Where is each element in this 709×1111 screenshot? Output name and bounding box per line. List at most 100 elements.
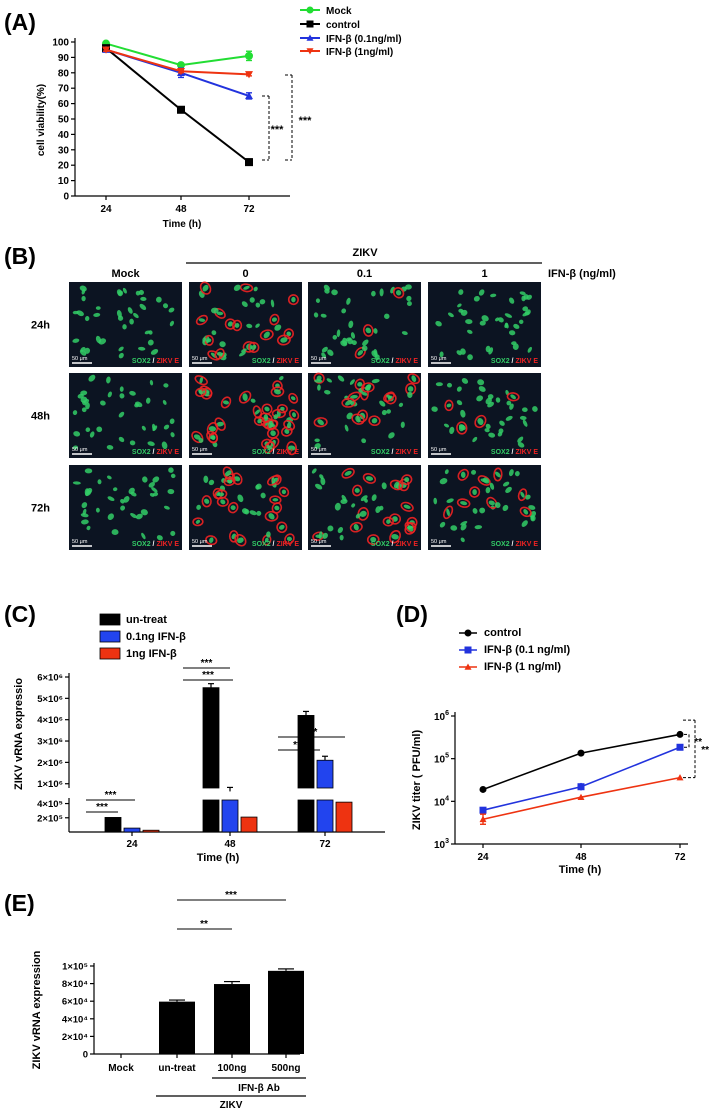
- sox2-nucleus: [268, 420, 273, 429]
- sig-label-e2: ***: [225, 890, 237, 901]
- scale-bar-label: 50 μm: [72, 539, 88, 545]
- sig-label-c: ***: [293, 740, 305, 751]
- panel-label-b: (B): [4, 243, 36, 269]
- sox2-nucleus: [100, 400, 106, 406]
- sox2-nucleus: [95, 507, 100, 513]
- zikv-stained-cell: [269, 313, 280, 326]
- zikv-stained-cell: [223, 476, 236, 487]
- scale-bar-label: 50 μm: [431, 447, 447, 453]
- sox2-nucleus: [506, 400, 512, 406]
- marker-label: SOX2 / ZIKV E: [491, 449, 538, 456]
- zikv-stained-cell: [194, 375, 208, 386]
- zikv-stained-cell: [264, 510, 279, 522]
- marker-sox2: SOX2: [371, 541, 390, 548]
- sox2-nucleus: [495, 317, 500, 322]
- sox2-nucleus: [411, 375, 417, 382]
- row-label: 48h: [31, 411, 50, 423]
- legend-label-ifn-1: 1ng IFN-β: [126, 648, 177, 660]
- sox2-nucleus: [89, 431, 95, 438]
- sox2-nucleus: [256, 510, 262, 516]
- marker-sox2: SOX2: [252, 541, 271, 548]
- y-tick-label-a: 0: [63, 192, 69, 203]
- sox2-nucleus: [280, 337, 288, 343]
- sox2-nucleus: [86, 487, 93, 495]
- zikv-stained-cell: [286, 440, 298, 456]
- sox2-nucleus: [488, 500, 495, 506]
- scale-bar-label: 50 μm: [431, 539, 447, 545]
- sox2-nucleus: [505, 486, 512, 494]
- sox2-nucleus: [477, 379, 485, 386]
- sox2-nucleus: [521, 295, 526, 302]
- sox2-nucleus: [393, 481, 400, 489]
- sox2-nucleus: [113, 487, 118, 492]
- micrograph-tile: 50 μm SOX2 / ZIKV E: [69, 465, 182, 550]
- sox2-nucleus: [268, 513, 275, 520]
- sox2-nucleus: [241, 348, 247, 353]
- sox2-nucleus: [130, 512, 137, 519]
- sox2-nucleus: [435, 320, 442, 327]
- sox2-nucleus: [321, 346, 328, 353]
- sox2-nucleus: [129, 390, 136, 396]
- series-line-ifn-1: [105, 48, 250, 76]
- sox2-nucleus: [479, 320, 486, 326]
- sox2-nucleus: [211, 435, 216, 441]
- y-tick-label-a: 80: [58, 68, 70, 79]
- sox2-nucleus: [485, 423, 491, 429]
- sox2-nucleus: [318, 531, 323, 540]
- sox2-nucleus: [274, 324, 282, 331]
- y-tick-base-d: 10: [434, 712, 446, 723]
- marker-label: SOX2 / ZIKV E: [371, 358, 418, 365]
- legend-label-ifn-1: IFN-β (1ng/ml): [326, 47, 393, 58]
- sox2-nucleus: [321, 352, 327, 359]
- marker-label: SOX2 / ZIKV E: [371, 541, 418, 548]
- y-tick-label-c: 3×10⁶: [37, 737, 63, 748]
- zikv-stained-cell: [253, 416, 266, 426]
- zikv-stained-cell: [313, 417, 328, 428]
- zikv-stained-cell: [263, 419, 278, 430]
- sox2-nucleus: [284, 428, 290, 434]
- sox2-nucleus: [350, 394, 358, 399]
- panel-label-a: (A): [4, 9, 36, 35]
- sox2-nucleus: [279, 524, 285, 530]
- sox2-nucleus: [222, 400, 230, 405]
- marker-sox2: SOX2: [371, 358, 390, 365]
- sox2-nucleus: [374, 354, 380, 361]
- sox2-nucleus: [208, 426, 217, 432]
- marker-label: SOX2 / ZIKV E: [252, 449, 299, 456]
- sox2-nucleus: [373, 348, 378, 356]
- sox2-nucleus: [203, 475, 209, 484]
- y-tick-label-e: 1×10⁵: [62, 962, 88, 973]
- sox2-nucleus: [460, 409, 466, 418]
- sox2-nucleus: [514, 471, 520, 477]
- sox2-nucleus: [242, 393, 248, 401]
- micrograph-tile: 50 μm SOX2 / ZIKV E: [428, 282, 541, 367]
- marker-zikv: ZIKV E: [395, 358, 418, 365]
- panel-b-micrograph-grid: ZIKV Mock 0 0.1 1 IFN-β (ng/ml) 24h 48h 72h 50 μm…: [31, 247, 616, 550]
- bar-ifn-01-lower: [221, 799, 239, 833]
- sox2-nucleus: [272, 498, 279, 502]
- zikv-stained-cell: [362, 473, 377, 484]
- sox2-nucleus: [206, 338, 212, 343]
- sox2-nucleus: [384, 313, 390, 320]
- sox2-nucleus: [477, 417, 484, 426]
- sox2-nucleus: [271, 476, 276, 485]
- sox2-nucleus: [107, 496, 115, 502]
- data-point-d-control: [577, 749, 585, 757]
- sox2-nucleus: [220, 499, 226, 505]
- sox2-nucleus: [458, 424, 465, 432]
- sox2-nucleus: [497, 431, 503, 437]
- zikv-stained-cell: [270, 386, 285, 398]
- sox2-nucleus: [435, 382, 443, 387]
- legend-marker-d-ifn-1: [464, 663, 472, 670]
- sox2-nucleus: [362, 339, 369, 346]
- marker-label: SOX2 / ZIKV E: [371, 449, 418, 456]
- sox2-nucleus: [148, 482, 155, 488]
- zikv-header: ZIKV: [352, 247, 378, 259]
- zikv-stained-cell: [366, 534, 380, 545]
- data-point-d-control: [676, 730, 684, 738]
- sox2-nucleus: [72, 445, 79, 450]
- marker-sox2: SOX2: [491, 541, 510, 548]
- sox2-nucleus: [134, 401, 143, 408]
- sox2-nucleus: [234, 476, 241, 482]
- sox2-nucleus: [95, 335, 102, 344]
